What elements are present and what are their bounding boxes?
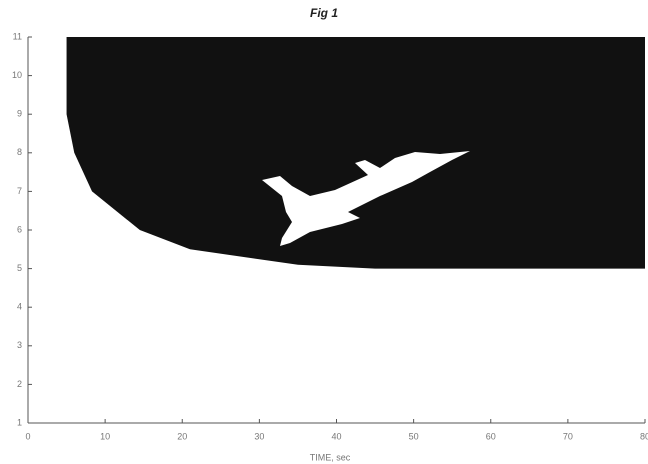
- x-tick-label: 0: [25, 431, 30, 441]
- y-tick-label: 4: [17, 302, 22, 312]
- chart-title: Fig 1: [310, 6, 338, 20]
- y-tick-label: 9: [17, 109, 22, 119]
- x-tick-label: 70: [563, 431, 573, 441]
- y-tick-label: 5: [17, 263, 22, 273]
- y-tick-label: 8: [17, 147, 22, 157]
- x-tick-label: 30: [254, 431, 264, 441]
- x-tick-label: 80: [640, 431, 648, 441]
- y-tick-label: 7: [17, 186, 22, 196]
- plot-area: 1 2 3 4 5 6 7 8 9 10 11 0 10 20 30 40 50 60 70 80: [12, 31, 648, 441]
- area: [66, 37, 645, 269]
- x-tick-label: 40: [331, 431, 341, 441]
- x-tick-label: 10: [100, 431, 110, 441]
- x-tick-label: 50: [409, 431, 419, 441]
- y-tick-label: 6: [17, 224, 22, 234]
- y-tick-label: 3: [17, 340, 22, 350]
- y-tick-label: 11: [13, 31, 22, 41]
- y-tick-label: 1: [17, 417, 22, 427]
- x-axis-label: TIME, sec: [310, 452, 351, 462]
- aircraft-silhouette: [262, 151, 470, 246]
- x-tick-label: 60: [486, 431, 496, 441]
- x-tick-label: 20: [177, 431, 187, 441]
- y-tick-label: 10: [12, 70, 22, 80]
- y-tick-label: 2: [17, 379, 22, 389]
